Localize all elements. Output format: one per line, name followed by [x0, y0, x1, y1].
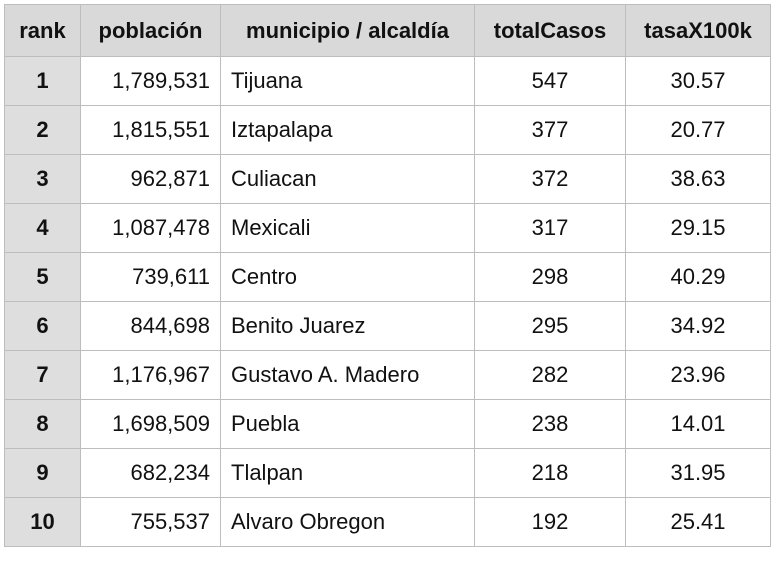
poblacion-cell: 755,537 [80, 497, 221, 547]
table-row: 7 1,176,967 Gustavo A. Madero 282 23.96 [4, 350, 771, 400]
rank-cell: 9 [4, 448, 81, 498]
poblacion-cell: 962,871 [80, 154, 221, 204]
municipio-cell: Mexicali [220, 203, 475, 253]
rank-cell: 1 [4, 56, 81, 106]
tasa-cell: 25.41 [625, 497, 771, 547]
table-row: 1 1,789,531 Tijuana 547 30.57 [4, 56, 771, 106]
rank-cell: 7 [4, 350, 81, 400]
poblacion-cell: 1,789,531 [80, 56, 221, 106]
table-row: 8 1,698,509 Puebla 238 14.01 [4, 399, 771, 449]
tasa-cell: 40.29 [625, 252, 771, 302]
table-row: 3 962,871 Culiacan 372 38.63 [4, 154, 771, 204]
rank-cell: 4 [4, 203, 81, 253]
table-row: 4 1,087,478 Mexicali 317 29.15 [4, 203, 771, 253]
tasa-cell: 23.96 [625, 350, 771, 400]
table-row: 6 844,698 Benito Juarez 295 34.92 [4, 301, 771, 351]
tasa-cell: 20.77 [625, 105, 771, 155]
data-table: rank población municipio / alcaldía tota… [4, 4, 771, 547]
municipio-cell: Culiacan [220, 154, 475, 204]
poblacion-cell: 844,698 [80, 301, 221, 351]
rank-cell: 3 [4, 154, 81, 204]
poblacion-cell: 1,087,478 [80, 203, 221, 253]
total-casos-cell: 372 [474, 154, 626, 204]
total-casos-cell: 317 [474, 203, 626, 253]
poblacion-cell: 1,698,509 [80, 399, 221, 449]
total-casos-cell: 218 [474, 448, 626, 498]
municipio-cell: Tlalpan [220, 448, 475, 498]
municipio-cell: Centro [220, 252, 475, 302]
total-casos-cell: 238 [474, 399, 626, 449]
header-rank: rank [4, 4, 81, 57]
municipio-cell: Gustavo A. Madero [220, 350, 475, 400]
header-row: rank población municipio / alcaldía tota… [4, 4, 771, 57]
table-row: 2 1,815,551 Iztapalapa 377 20.77 [4, 105, 771, 155]
header-poblacion: población [80, 4, 221, 57]
total-casos-cell: 295 [474, 301, 626, 351]
municipio-cell: Iztapalapa [220, 105, 475, 155]
table-row: 10 755,537 Alvaro Obregon 192 25.41 [4, 497, 771, 547]
header-municipio: municipio / alcaldía [220, 4, 475, 57]
poblacion-cell: 739,611 [80, 252, 221, 302]
municipio-cell: Puebla [220, 399, 475, 449]
rank-cell: 10 [4, 497, 81, 547]
rank-cell: 8 [4, 399, 81, 449]
rank-cell: 5 [4, 252, 81, 302]
municipio-cell: Alvaro Obregon [220, 497, 475, 547]
table-row: 9 682,234 Tlalpan 218 31.95 [4, 448, 771, 498]
total-casos-cell: 547 [474, 56, 626, 106]
rank-cell: 2 [4, 105, 81, 155]
rank-cell: 6 [4, 301, 81, 351]
total-casos-cell: 377 [474, 105, 626, 155]
tasa-cell: 34.92 [625, 301, 771, 351]
tasa-cell: 38.63 [625, 154, 771, 204]
tasa-cell: 30.57 [625, 56, 771, 106]
total-casos-cell: 298 [474, 252, 626, 302]
poblacion-cell: 682,234 [80, 448, 221, 498]
tasa-cell: 31.95 [625, 448, 771, 498]
tasa-cell: 14.01 [625, 399, 771, 449]
header-total-casos: totalCasos [474, 4, 626, 57]
poblacion-cell: 1,176,967 [80, 350, 221, 400]
header-tasa: tasaX100k [625, 4, 771, 57]
poblacion-cell: 1,815,551 [80, 105, 221, 155]
total-casos-cell: 192 [474, 497, 626, 547]
tasa-cell: 29.15 [625, 203, 771, 253]
municipio-cell: Benito Juarez [220, 301, 475, 351]
data-table-container: rank población municipio / alcaldía tota… [4, 4, 771, 547]
table-row: 5 739,611 Centro 298 40.29 [4, 252, 771, 302]
total-casos-cell: 282 [474, 350, 626, 400]
municipio-cell: Tijuana [220, 56, 475, 106]
